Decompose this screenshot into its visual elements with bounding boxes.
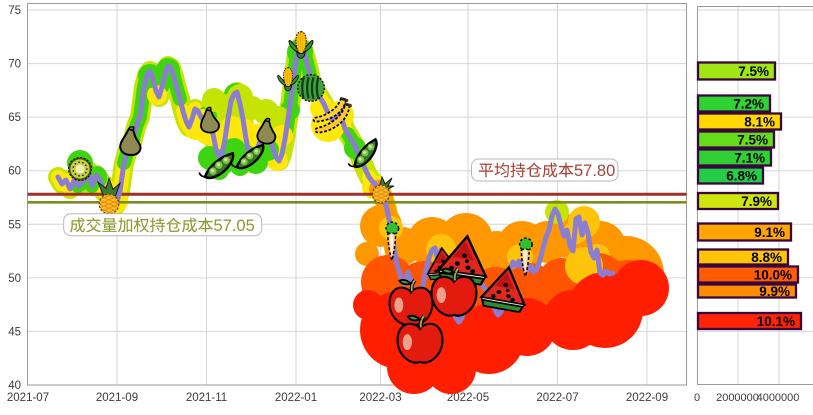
svg-text:40: 40 [8,380,21,392]
svg-text:7.5%: 7.5% [738,64,769,79]
svg-text:0: 0 [694,392,700,404]
svg-text:2021-07: 2021-07 [7,392,49,404]
svg-text:7.2%: 7.2% [733,97,764,112]
svg-text:50: 50 [8,273,21,285]
svg-text:2000000: 2000000 [716,392,759,404]
svg-text:75: 75 [8,5,21,17]
svg-text:2022-01: 2022-01 [275,392,317,404]
svg-text:2022-03: 2022-03 [359,392,401,404]
svg-text:8.1%: 8.1% [744,115,775,130]
svg-text:2022-07: 2022-07 [536,392,578,404]
svg-text:55: 55 [8,219,21,231]
svg-text:60: 60 [8,166,21,178]
svg-text:6.8%: 6.8% [726,169,757,184]
svg-text:2021-11: 2021-11 [186,392,227,404]
svg-text:10.1%: 10.1% [757,314,795,329]
svg-text:4000000: 4000000 [757,392,800,404]
svg-text:2021-09: 2021-09 [96,392,138,404]
svg-text:9.1%: 9.1% [754,225,785,240]
svg-text:2022-09: 2022-09 [626,392,668,404]
svg-text:57.05: 57.05 [214,217,255,235]
svg-text:65: 65 [8,112,21,124]
svg-text:8.8%: 8.8% [751,250,782,265]
svg-text:45: 45 [8,326,21,338]
svg-text:57.80: 57.80 [574,162,615,180]
svg-text:70: 70 [8,59,21,71]
svg-text:7.9%: 7.9% [741,194,772,209]
svg-text:9.9%: 9.9% [759,284,790,299]
svg-text:10.0%: 10.0% [754,268,792,283]
svg-text:7.1%: 7.1% [734,151,765,166]
svg-text:2022-05: 2022-05 [447,392,489,404]
svg-text:7.5%: 7.5% [737,133,768,148]
